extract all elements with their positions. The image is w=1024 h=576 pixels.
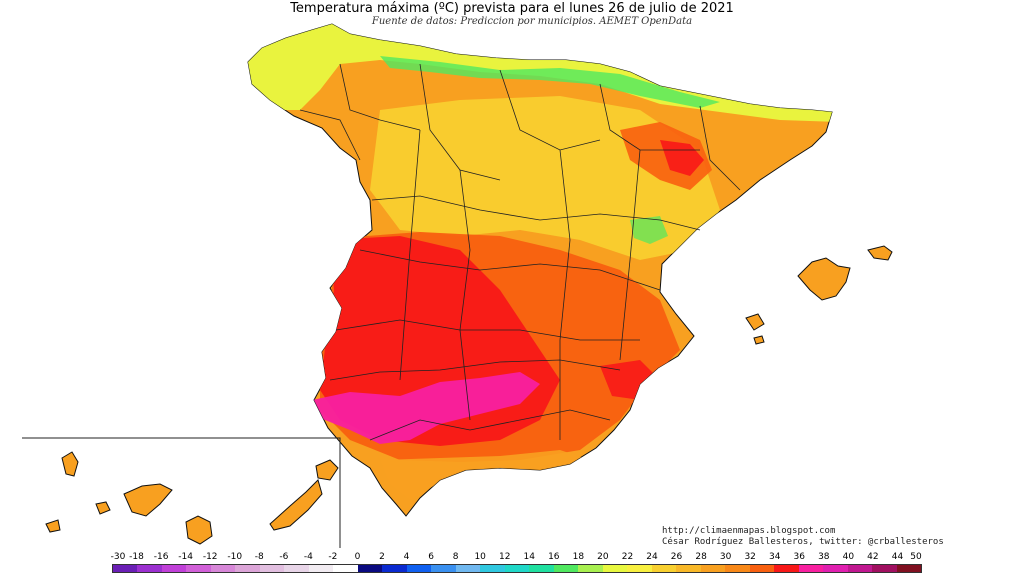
legend-tick-label: 42 [867,552,879,562]
color-legend: -30 -18 -16 -14 -12 -10 -8 -6 -4 -2 0 2 4 6 8 10 12 14 16 1… [110,552,922,574]
legend-swatch [774,565,799,572]
legend-tick-label: 34 [768,552,781,562]
legend-swatch [480,565,505,572]
map-title: Temperatura máxima (ºC) prevista para el… [290,1,734,16]
legend-swatch [333,565,358,572]
legend-swatch [676,565,701,572]
legend-tick-label: 28 [695,552,707,562]
island-lanzarote [315,459,339,481]
legend-tick-label: 30 [719,552,732,562]
legend-tick-label: 8 [452,552,459,562]
legend-tick-label: -16 [153,552,169,562]
legend-swatch [357,565,383,572]
legend-swatch [504,565,530,572]
legend-swatch [847,565,873,572]
legend-tick-label: 14 [523,552,535,562]
legend-tick-label: -18 [129,552,144,562]
legend-tick-label: 22 [621,552,634,562]
legend-tick-label: 36 [793,552,805,562]
legend-tick-label: 20 [597,552,609,562]
island-menorca [867,245,893,261]
temperature-map [22,23,893,548]
legend-swatch [284,565,309,572]
legend-swatch [210,565,236,572]
island-la-palma [61,451,79,477]
zone-green-cantabrian [380,56,720,108]
legend-swatch [700,565,726,572]
legend-swatch [602,565,628,572]
legend-swatch [235,565,260,572]
island-fuerteventura [269,479,323,531]
legend-swatch [553,565,579,572]
legend-swatch [406,565,432,572]
legend-tick-label: 16 [548,552,560,562]
legend-tick-label: -8 [254,552,264,562]
inset-frame [22,437,341,548]
island-ibiza [745,313,765,331]
legend-swatch [455,565,481,572]
legend-swatch [137,565,162,572]
legend-swatch [186,565,211,572]
legend-tick-label: -14 [178,552,193,562]
legend-swatch [823,565,848,572]
legend-tick-label: 18 [572,552,585,562]
island-la-gomera [95,501,111,515]
legend-swatch [798,565,824,572]
legend-swatch [627,565,652,572]
legend-tick-label: -10 [227,552,243,562]
legend-tick-label: 0 [354,552,361,562]
legend-swatch [896,565,921,572]
island-mallorca [797,257,851,301]
zone-mild-coast-south [380,450,590,500]
island-gran-canaria [185,515,213,545]
legend-swatch [113,565,138,572]
legend-tick-label: -4 [303,552,313,562]
legend-color-bar [112,564,922,573]
map-subtitle: Fuente de datos: Prediccion por municipi… [371,16,693,27]
legend-tick-label: 50 [910,552,922,562]
legend-swatch [578,565,603,572]
legend-swatch [382,565,407,572]
legend-tick-label: 12 [498,552,511,562]
legend-swatch [529,565,554,572]
credit-author: César Rodríguez Ballesteros, twitter: @c… [662,537,944,547]
zone-very-hot-ebro [660,140,704,176]
legend-swatch [308,565,334,572]
legend-tick-label: -30 [110,552,126,562]
legend-swatch [431,565,456,572]
legend-tick-label: -6 [279,552,289,562]
zone-green-iberico [630,216,668,244]
legend-tick-label: -12 [202,552,218,562]
legend-swatch [749,565,775,572]
legend-tick-label: 6 [428,552,434,562]
legend-tick-label: 44 [891,552,904,562]
spain-mainland [247,23,833,517]
legend-swatch [725,565,750,572]
credit-url: http://climaenmapas.blogspot.com [662,526,836,536]
zone-extreme-guadalquivir [312,372,540,444]
legend-tick-label: 2 [379,552,385,562]
legend-labels: -30 -18 -16 -14 -12 -10 -8 -6 -4 -2 0 2 4 6 8 10 12 14 16 1… [110,552,922,564]
province-borders [299,63,741,441]
legend-tick-label: 26 [670,552,683,562]
legend-tick-label: 40 [842,552,855,562]
legend-tick-label: 4 [403,552,410,562]
legend-swatch [259,565,285,572]
island-formentera [753,335,765,345]
island-tenerife [123,483,173,517]
legend-tick-label: 10 [474,552,486,562]
legend-tick-label: 32 [744,552,756,562]
legend-swatch [161,565,187,572]
legend-tick-label: 38 [818,552,830,562]
legend-swatch [872,565,897,572]
legend-tick-label: -2 [328,552,338,562]
legend-swatch [651,565,677,572]
island-el-hierro [45,519,61,533]
canary-islands-inset [22,437,341,548]
balearic-islands [745,245,893,345]
legend-tick-label: 24 [646,552,658,562]
